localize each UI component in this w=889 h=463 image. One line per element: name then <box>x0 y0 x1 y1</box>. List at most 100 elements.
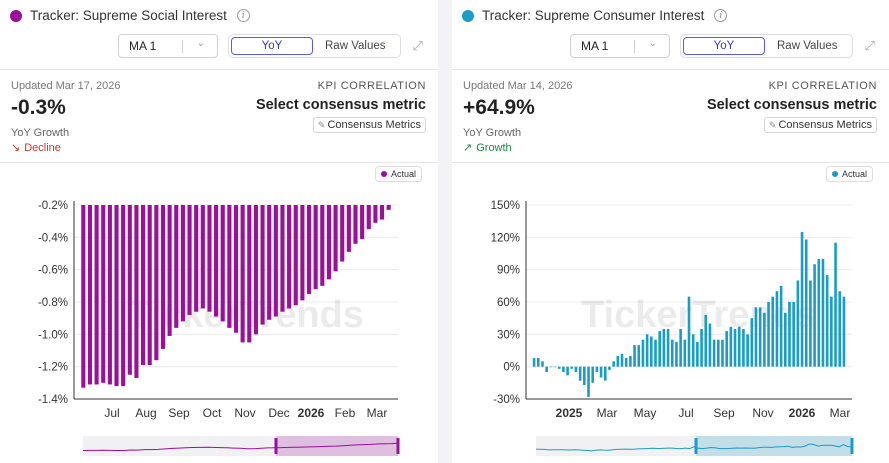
chart-legend[interactable]: Actual <box>374 166 422 182</box>
data-bar <box>746 334 749 367</box>
data-bar <box>247 205 252 343</box>
y-tick-label: -0.8% <box>38 297 68 309</box>
data-bar <box>813 264 816 367</box>
moving-average-select[interactable]: MA 1 ⌄ <box>118 34 218 58</box>
data-bar <box>174 205 179 328</box>
data-bar <box>87 205 93 385</box>
data-bar <box>293 205 298 306</box>
data-bar <box>366 205 371 230</box>
data-bar <box>804 239 808 367</box>
data-bar <box>796 280 800 367</box>
data-bar <box>733 328 737 367</box>
data-bar <box>754 307 758 367</box>
panel-header: Tracker: Supreme Consumer Interest i MA … <box>452 0 889 70</box>
data-bar <box>541 361 544 367</box>
x-tick-label: Feb <box>335 406 356 420</box>
trend-label: Decline <box>24 141 61 154</box>
data-bar <box>775 291 779 367</box>
legend-dot <box>831 171 838 177</box>
raw-values-toggle-button[interactable]: Raw Values <box>325 40 386 52</box>
data-bar <box>114 205 119 387</box>
yoy-toggle-button[interactable]: YoY <box>231 37 313 55</box>
yoy-bar-chart: -0.2% -0.4% -0.6% -0.8% -1.0% -1.2% -1.4% Ticke… <box>38 200 400 456</box>
data-bar <box>834 242 837 367</box>
trend-label: Growth <box>476 141 512 154</box>
data-bar <box>333 205 338 272</box>
data-bar <box>273 205 278 317</box>
data-bar <box>629 355 632 367</box>
data-bar <box>240 205 245 343</box>
series-color-dot <box>462 9 474 22</box>
kpi-correlation-label: KPI CORRELATION <box>768 80 877 92</box>
x-tick-label: Aug <box>135 406 156 420</box>
x-tick-label: Sep <box>168 406 190 420</box>
raw-values-toggle-button[interactable]: Raw Values <box>777 40 838 52</box>
data-bar <box>750 318 754 367</box>
data-bar <box>194 205 199 312</box>
data-bar <box>817 258 821 367</box>
data-bar <box>825 275 829 367</box>
data-bar <box>107 205 112 385</box>
data-bar <box>842 296 846 367</box>
data-bar <box>545 366 548 373</box>
data-bar <box>360 205 365 239</box>
consensus-metrics-label: Consensus Metrics <box>327 119 421 131</box>
tracker-panel-social: Tracker: Supreme Social Interest i MA 1 … <box>0 0 438 463</box>
data-bar <box>260 205 265 325</box>
consensus-metrics-button[interactable]: ✎ Consensus Metrics <box>312 117 426 133</box>
data-bar <box>253 205 258 335</box>
data-bar <box>574 366 578 373</box>
expand-icon[interactable]: ⤢ <box>864 38 875 53</box>
data-bar <box>725 331 728 367</box>
data-bar <box>536 358 540 367</box>
data-bar <box>81 205 86 388</box>
data-bar <box>127 205 132 375</box>
data-bar <box>214 205 219 317</box>
data-bar <box>792 302 795 367</box>
y-tick-label: 90% <box>497 265 520 277</box>
yoy-value: -0.3% <box>11 96 66 119</box>
yoy-toggle-button[interactable]: YoY <box>683 37 765 55</box>
data-bar <box>386 205 391 210</box>
data-bar <box>134 205 139 378</box>
data-bar <box>101 205 106 383</box>
data-bar <box>650 336 653 367</box>
data-bar <box>141 205 146 366</box>
x-tick-label: 2026 <box>298 406 325 420</box>
navigator-handle-right <box>396 438 400 454</box>
x-tick-label: Dec <box>268 406 289 420</box>
x-tick-label: Sep <box>713 406 735 420</box>
chevron-down-icon: ⌄ <box>648 38 657 49</box>
data-bar <box>687 296 691 367</box>
data-bar <box>267 205 272 320</box>
data-bar <box>340 205 345 262</box>
expand-icon[interactable]: ⤢ <box>412 38 423 53</box>
data-bar <box>280 205 285 312</box>
data-bar <box>721 339 724 367</box>
panel-title: Tracker: Supreme Social Interest <box>30 8 227 23</box>
summary-section: Updated Mar 17, 2026 -0.3% YoY Growth ↘ … <box>0 70 438 162</box>
yoy-growth-label: YoY Growth <box>11 127 70 139</box>
chart-legend[interactable]: Actual <box>825 166 873 182</box>
y-tick-label: -1.4% <box>38 394 68 406</box>
y-tick-label: 0% <box>503 362 520 374</box>
data-bar <box>670 339 674 367</box>
data-bar <box>691 334 695 367</box>
data-bar <box>633 345 636 367</box>
arrow-up-right-icon: ↗ <box>463 142 473 154</box>
data-bar <box>612 361 615 367</box>
data-bar <box>717 339 720 367</box>
consensus-metrics-button[interactable]: ✎ Consensus Metrics <box>763 117 877 133</box>
y-tick-label: 150% <box>491 200 520 212</box>
info-icon[interactable]: i <box>714 9 728 22</box>
data-bar <box>313 205 318 290</box>
data-bar <box>696 341 699 367</box>
data-bar <box>300 205 305 301</box>
moving-average-select[interactable]: MA 1 ⌄ <box>570 34 670 58</box>
chevron-down-icon: ⌄ <box>196 38 205 49</box>
data-bar <box>779 285 783 367</box>
view-toggle: YoY Raw Values <box>680 34 853 58</box>
data-bar <box>557 366 561 369</box>
ma-select-value: MA 1 <box>581 39 609 53</box>
info-icon[interactable]: i <box>236 9 250 22</box>
